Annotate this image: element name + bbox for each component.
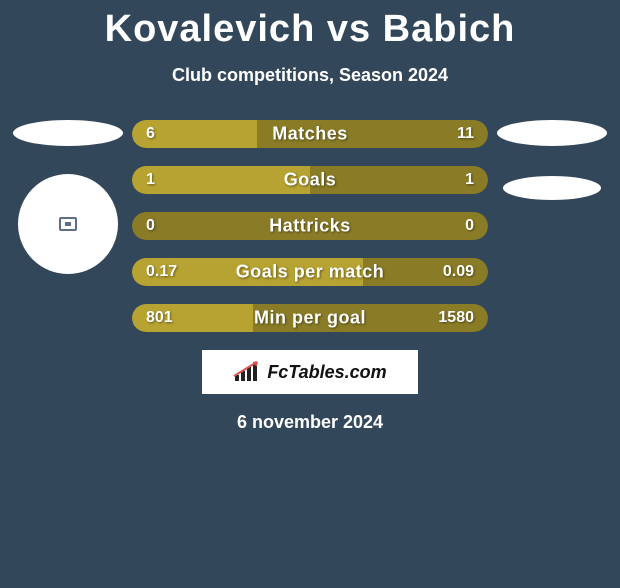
stats-bars: 6 Matches 11 1 Goals 1 0 Hattricks 0 0.1… (128, 120, 492, 332)
footer-logo-text: FcTables.com (267, 362, 386, 383)
main-content: 6 Matches 11 1 Goals 1 0 Hattricks 0 0.1… (0, 120, 620, 332)
left-avatar-placeholder (18, 174, 118, 274)
bar-right-value: 0 (465, 217, 474, 235)
right-logo-placeholder-2 (503, 176, 601, 200)
bar-label: Min per goal (254, 308, 366, 329)
bar-label: Goals (284, 170, 337, 191)
bar-label: Matches (272, 124, 348, 145)
bar-right-value: 0.09 (443, 263, 474, 281)
bar-right-value: 1580 (438, 309, 474, 327)
stat-bar-goals-per-match: 0.17 Goals per match 0.09 (132, 258, 488, 286)
bar-label: Hattricks (269, 216, 351, 237)
left-logo-placeholder-1 (13, 120, 123, 146)
stat-bar-hattricks: 0 Hattricks 0 (132, 212, 488, 240)
bar-right-value: 11 (457, 125, 474, 143)
stat-bar-goals: 1 Goals 1 (132, 166, 488, 194)
bar-chart-icon (233, 361, 261, 383)
bar-left-value: 0.17 (146, 263, 177, 281)
footer-date: 6 november 2024 (0, 412, 620, 433)
right-logo-placeholder-1 (497, 120, 607, 146)
bar-left-value: 801 (146, 309, 173, 327)
bar-left-value: 6 (146, 125, 155, 143)
page-title: Kovalevich vs Babich (0, 8, 620, 51)
right-column (492, 120, 612, 332)
image-placeholder-icon (59, 217, 77, 231)
left-column (8, 120, 128, 332)
stat-bar-matches: 6 Matches 11 (132, 120, 488, 148)
footer-logo: FcTables.com (202, 350, 418, 394)
bar-left-value: 1 (146, 171, 155, 189)
bar-left-value: 0 (146, 217, 155, 235)
stat-bar-min-per-goal: 801 Min per goal 1580 (132, 304, 488, 332)
page-subtitle: Club competitions, Season 2024 (0, 65, 620, 86)
bar-right-value: 1 (465, 171, 474, 189)
bar-label: Goals per match (236, 262, 385, 283)
